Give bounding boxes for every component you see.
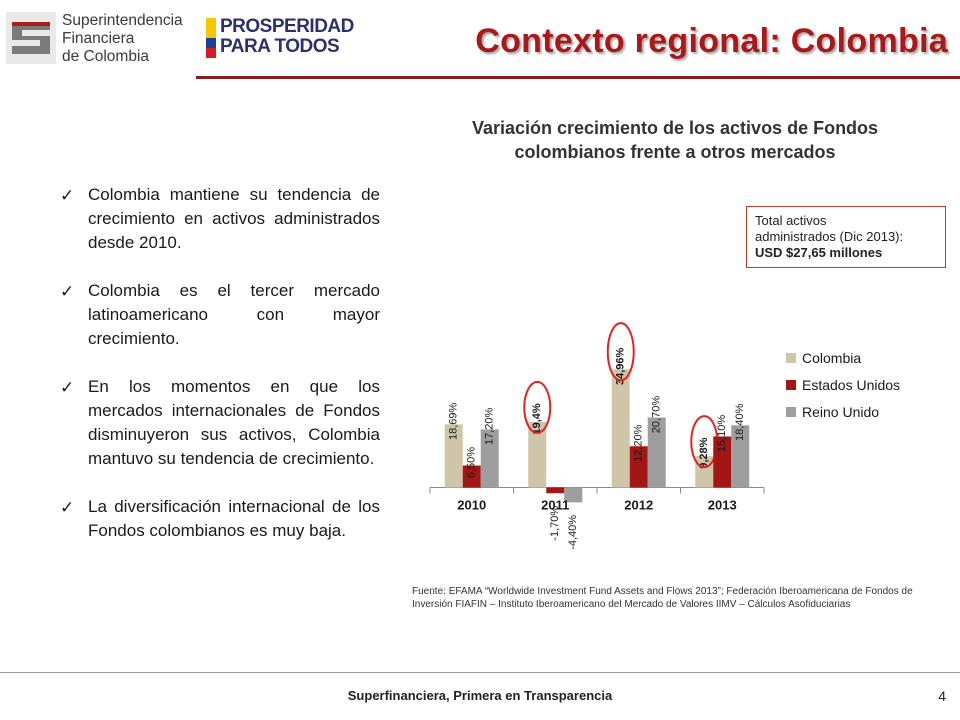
bar-estados-unidos-2010 <box>462 465 481 488</box>
slide-header: Superintendencia Financiera de Colombia … <box>0 0 960 80</box>
data-label: 12,20% <box>633 424 645 462</box>
bullet-item: ✓ La diversificación internacional de lo… <box>60 495 380 543</box>
callout-line-3: USD $27,65 millones <box>755 245 883 260</box>
bar-estados-unidos-2012 <box>629 446 648 488</box>
bar-colombia-2010 <box>444 424 463 488</box>
legend-label: Estados Unidos <box>802 377 900 393</box>
bullet-text: Colombia mantiene su tendencia de crecim… <box>88 185 380 252</box>
legend-label: Reino Unido <box>802 404 879 420</box>
bullet-item: ✓ Colombia mantiene su tendencia de crec… <box>60 183 380 255</box>
check-icon: ✓ <box>60 378 75 397</box>
data-label: 20,70% <box>651 396 663 434</box>
bullet-item: ✓ Colombia es el tercer mercado latinoam… <box>60 279 380 351</box>
source-note: Fuente: EFAMA “Worldwide Investment Fund… <box>412 586 913 610</box>
data-label: 34,96% <box>615 347 627 385</box>
chart-title-line-2: colombianos frente a otros mercados <box>514 142 836 162</box>
bar-colombia-2012 <box>611 369 630 488</box>
footer-divider <box>0 672 960 673</box>
prosperidad-line-2: PARA TODOS <box>220 36 340 57</box>
logo-line-2: Financiera <box>62 30 135 47</box>
legend-swatch <box>786 380 796 390</box>
growth-bar-chart: 18,69% 6,50% 17,20% 2010 19,4% -1,70% -4,40% 20… <box>429 322 900 550</box>
page-number: 4 <box>938 688 946 704</box>
bar-reino-unido-2010 <box>480 429 499 488</box>
check-icon: ✓ <box>60 186 75 205</box>
data-label: 17,20% <box>484 407 496 445</box>
chart-title: Variación crecimiento de los activos de … <box>400 116 950 164</box>
data-label: 6,50% <box>466 447 478 478</box>
data-label: 18,40% <box>734 403 746 441</box>
callout-line-2: administrados (Dic 2013): <box>755 229 904 244</box>
bar-colombia-2013 <box>695 456 714 488</box>
bar-colombia-2011 <box>528 421 547 488</box>
bar-estados-unidos-2011 <box>546 487 565 494</box>
data-label: 19,4% <box>531 403 543 434</box>
footer-slogan: Superfinanciera, Primera en Transparenci… <box>347 688 613 703</box>
superintendencia-emblem-icon <box>6 12 56 64</box>
category-label: 2011 <box>541 498 569 513</box>
category-label: 2010 <box>457 498 486 513</box>
header-divider <box>196 76 960 79</box>
callout-line-1: Total activos <box>755 213 827 228</box>
bar-estados-unidos-2013 <box>713 436 732 488</box>
legend-label: Colombia <box>802 350 861 366</box>
colombia-flag-icon <box>206 18 216 58</box>
bullet-item: ✓ En los momentos en que los mercados in… <box>60 375 380 471</box>
category-label: 2012 <box>624 498 653 513</box>
bullet-list: ✓ Colombia mantiene su tendencia de crec… <box>60 183 380 567</box>
prosperidad-line-1: PROSPERIDAD <box>220 16 354 37</box>
data-label: 9,28% <box>698 437 710 468</box>
legend-swatch <box>786 353 796 363</box>
data-label: 15,10% <box>716 415 728 453</box>
prosperidad-logo: PROSPERIDAD PARA TODOS <box>204 16 354 62</box>
superintendencia-logo: Superintendencia Financiera de Colombia <box>6 10 196 70</box>
total-assets-callout: Total activos administrados (Dic 2013): … <box>746 206 946 268</box>
check-icon: ✓ <box>60 498 75 517</box>
bar-reino-unido-2012 <box>647 417 666 488</box>
logo-line-3: de Colombia <box>62 48 150 65</box>
data-label: -1,70% <box>549 506 561 541</box>
slide-title: Contexto regional: Colombia <box>475 22 948 60</box>
bullet-text: La diversificación internacional de los … <box>88 497 380 540</box>
bar-reino-unido-2013 <box>731 425 750 488</box>
check-icon: ✓ <box>60 282 75 301</box>
chart-title-line-1: Variación crecimiento de los activos de … <box>471 118 879 138</box>
data-label: 18,69% <box>448 402 460 440</box>
bullet-text: En los momentos en que los mercados inte… <box>88 377 380 468</box>
data-label: -4,40% <box>567 515 579 550</box>
bar-reino-unido-2011 <box>564 487 583 503</box>
highlight-circle <box>606 322 635 382</box>
legend-swatch <box>786 407 796 417</box>
bullet-text: Colombia es el tercer mercado latinoamer… <box>88 281 380 348</box>
logo-line-1: Superintendencia <box>62 12 183 29</box>
category-label: 2013 <box>708 498 737 513</box>
highlight-circle <box>523 380 552 434</box>
